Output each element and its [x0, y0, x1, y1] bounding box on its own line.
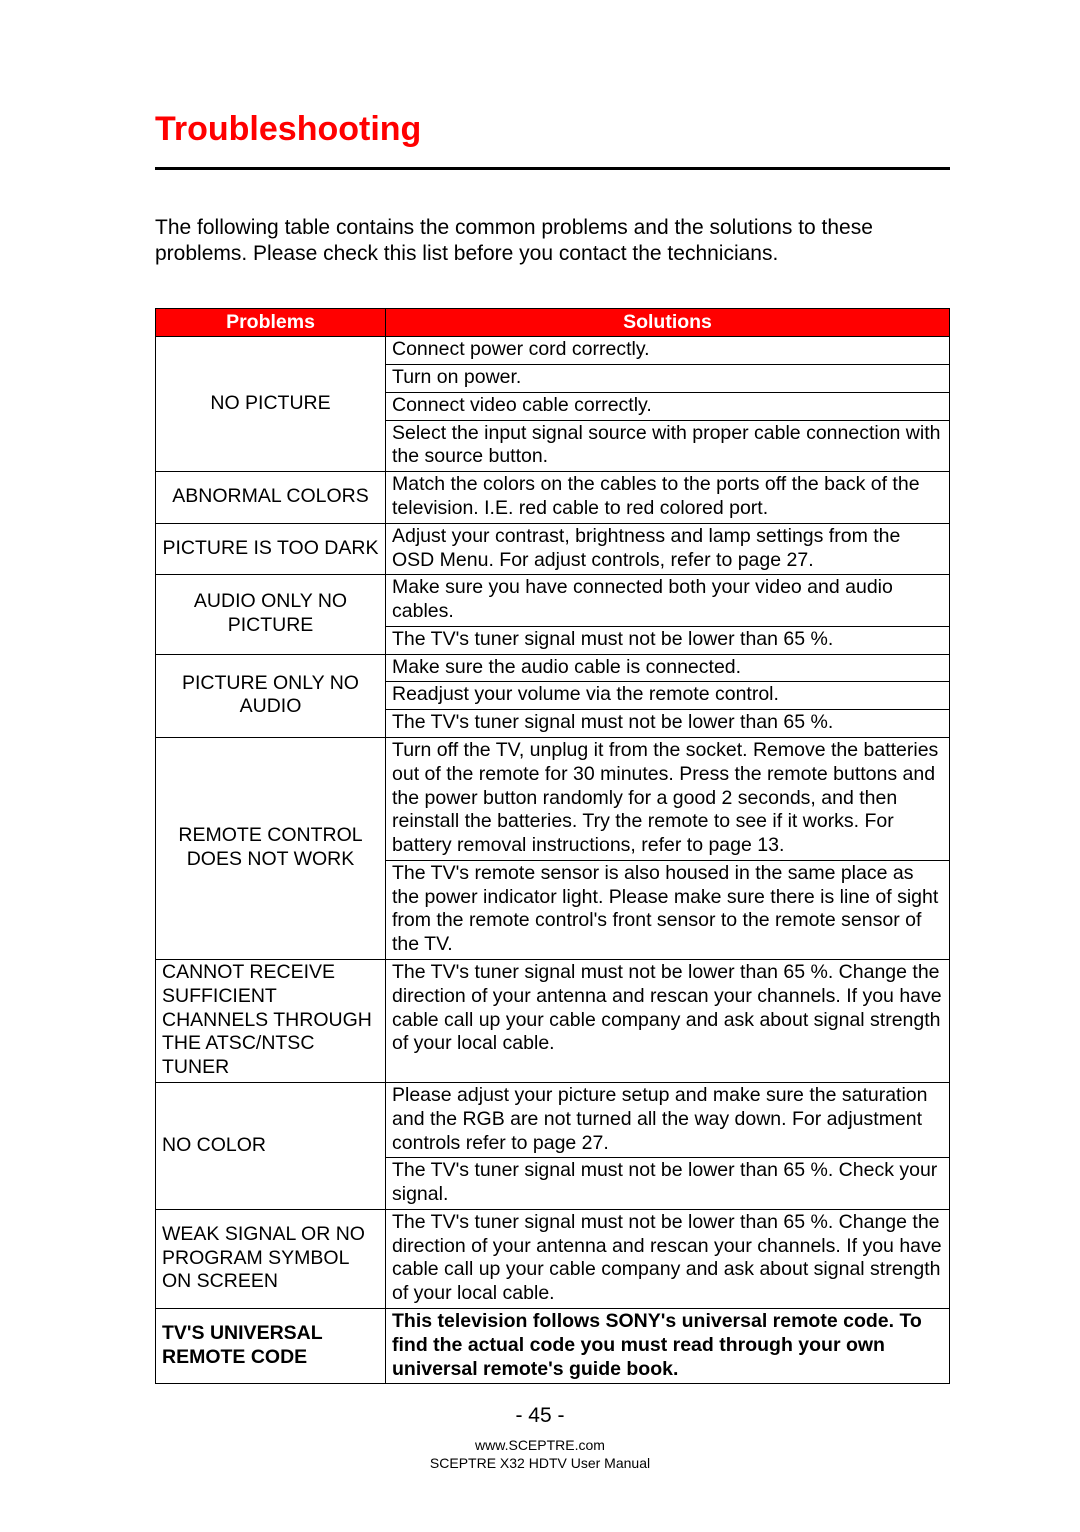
solution-cell: Match the colors on the cables to the po… — [386, 472, 950, 524]
problem-cell: REMOTE CONTROL DOES NOT WORK — [156, 738, 386, 960]
table-row: REMOTE CONTROL DOES NOT WORKTurn off the… — [156, 738, 950, 861]
solution-cell: The TV's tuner signal must not be lower … — [386, 710, 950, 738]
problem-cell: PICTURE ONLY NO AUDIO — [156, 654, 386, 737]
solution-cell: Make sure the audio cable is connected. — [386, 654, 950, 682]
troubleshooting-table: Problems Solutions NO PICTUREConnect pow… — [155, 308, 950, 1385]
solution-cell: Please adjust your picture setup and mak… — [386, 1082, 950, 1157]
solution-cell: Select the input signal source with prop… — [386, 420, 950, 472]
problem-cell: CANNOT RECEIVE SUFFICIENT CHANNELS THROU… — [156, 960, 386, 1083]
solution-cell: Connect power cord correctly. — [386, 337, 950, 365]
problem-cell: TV'S UNIVERSAL REMOTE CODE — [156, 1308, 386, 1383]
page-footer: - 45 - www.SCEPTRE.com SCEPTRE X32 HDTV … — [0, 1404, 1080, 1472]
problem-cell: PICTURE IS TOO DARK — [156, 523, 386, 575]
table-row: PICTURE IS TOO DARKAdjust your contrast,… — [156, 523, 950, 575]
solution-cell: Make sure you have connected both your v… — [386, 575, 950, 627]
header-problems: Problems — [156, 308, 386, 337]
solution-cell: Connect video cable correctly. — [386, 392, 950, 420]
heading-rule — [155, 167, 950, 170]
solution-cell: Readjust your volume via the remote cont… — [386, 682, 950, 710]
table-row: AUDIO ONLY NO PICTUREMake sure you have … — [156, 575, 950, 627]
problem-cell: NO PICTURE — [156, 337, 386, 472]
solution-cell: Adjust your contrast, brightness and lam… — [386, 523, 950, 575]
problem-cell: WEAK SIGNAL OR NO PROGRAM SYMBOL ON SCRE… — [156, 1209, 386, 1308]
intro-paragraph: The following table contains the common … — [155, 215, 950, 268]
table-row: CANNOT RECEIVE SUFFICIENT CHANNELS THROU… — [156, 960, 950, 1083]
solution-cell: The TV's tuner signal must not be lower … — [386, 1209, 950, 1308]
solution-cell: This television follows SONY's universal… — [386, 1308, 950, 1383]
solution-cell: Turn on power. — [386, 365, 950, 393]
solution-cell: The TV's remote sensor is also housed in… — [386, 860, 950, 959]
solution-cell: The TV's tuner signal must not be lower … — [386, 1158, 950, 1210]
table-row: NO PICTUREConnect power cord correctly. — [156, 337, 950, 365]
table-row: NO COLORPlease adjust your picture setup… — [156, 1082, 950, 1157]
problem-cell: NO COLOR — [156, 1082, 386, 1209]
solution-cell: Turn off the TV, unplug it from the sock… — [386, 738, 950, 861]
table-row: WEAK SIGNAL OR NO PROGRAM SYMBOL ON SCRE… — [156, 1209, 950, 1308]
header-solutions: Solutions — [386, 308, 950, 337]
footer-url: www.SCEPTRE.com — [0, 1436, 1080, 1454]
table-header-row: Problems Solutions — [156, 308, 950, 337]
footer-manual: SCEPTRE X32 HDTV User Manual — [0, 1454, 1080, 1472]
table-row: PICTURE ONLY NO AUDIOMake sure the audio… — [156, 654, 950, 682]
page-heading: Troubleshooting — [155, 110, 950, 149]
page-number: - 45 - — [0, 1404, 1080, 1428]
problem-cell: AUDIO ONLY NO PICTURE — [156, 575, 386, 654]
table-row: ABNORMAL COLORSMatch the colors on the c… — [156, 472, 950, 524]
table-row: TV'S UNIVERSAL REMOTE CODEThis televisio… — [156, 1308, 950, 1383]
problem-cell: ABNORMAL COLORS — [156, 472, 386, 524]
document-page: Troubleshooting The following table cont… — [0, 0, 1080, 1384]
solution-cell: The TV's tuner signal must not be lower … — [386, 626, 950, 654]
solution-cell: The TV's tuner signal must not be lower … — [386, 960, 950, 1083]
